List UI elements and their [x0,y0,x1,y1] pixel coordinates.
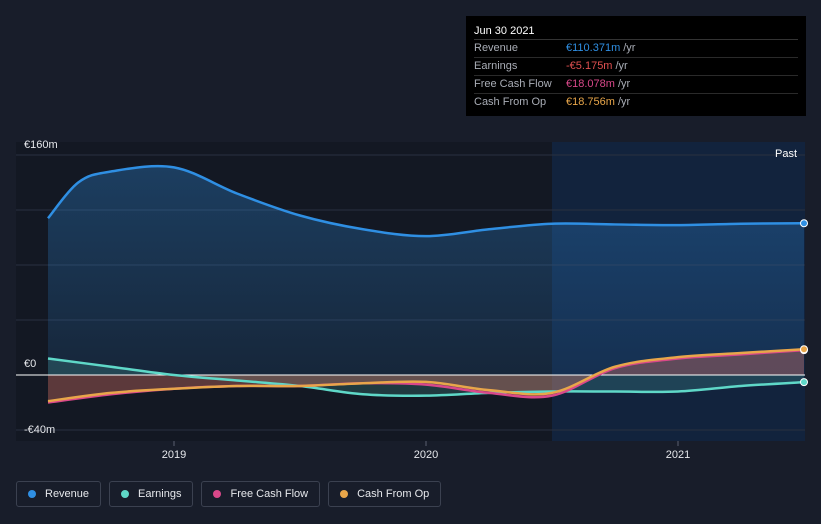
x-axis-tick-labels: 2019 2020 2021 [162,441,690,461]
legend-item-cash-from-op[interactable]: Cash From Op [328,481,442,507]
tooltip-value: €18.756m [566,96,615,108]
series-area-free-cash-flow [48,350,804,403]
legend-item-free-cash-flow[interactable]: Free Cash Flow [201,481,321,507]
tooltip-panel: Jun 30 2021 Revenue €110.371m /yr Earnin… [466,16,806,116]
series-line-revenue [47,164,805,238]
x-tick-label: 2019 [162,449,186,461]
series-area-earnings [48,358,804,396]
legend-label: Revenue [45,488,90,500]
series-end-dot [800,345,808,354]
legend-dot-icon [213,490,222,498]
tooltip-date: Jun 30 2021 [474,22,798,40]
x-tick-label: 2021 [666,449,690,461]
y-tick-label: €160m [24,139,58,151]
y-tick-label: €0 [24,358,36,370]
series-end-dot [800,219,808,228]
legend-dot-icon [121,490,130,498]
series-line-earnings [47,357,805,397]
past-label: Past [775,148,797,160]
tooltip-row-earnings: Earnings -€5.175m /yr [474,58,798,76]
legend-label: Earnings [138,488,182,500]
tooltip-label: Earnings [474,60,518,72]
tooltip-row-cash-from-op: Cash From Op €18.756m /yr [474,94,798,111]
y-axis-tick-labels: €160m €0 -€40m [24,139,58,436]
legend-dot-icon [28,490,36,498]
tooltip-label: Free Cash Flow [474,78,552,90]
legend-label: Free Cash Flow [230,488,309,500]
tooltip-unit: /yr [623,42,636,54]
tooltip-label: Cash From Op [474,96,547,108]
legend-item-earnings[interactable]: Earnings [109,481,194,507]
series-end-dot [800,378,808,387]
tooltip-unit: /yr [617,96,631,108]
y-tick-label: -€40m [24,424,55,436]
legend-dot-icon [340,490,349,498]
series-end-dots [800,219,808,387]
tooltip-value: -€5.175m [566,60,613,72]
series-lines [47,164,805,404]
legend-label: Cash From Op [357,488,430,500]
legend: Revenue Earnings Free Cash Flow Cash Fro… [16,481,442,507]
tooltip-value: €110.371m [566,42,621,54]
tooltip-unit: /yr [615,60,628,72]
tooltip-label: Revenue [474,42,519,54]
series-line-cash-from-op [47,347,805,403]
tooltip-unit: /yr [617,78,631,90]
tooltip-value: €18.078m [566,78,615,90]
x-tick-label: 2020 [414,449,438,461]
tooltip-row-revenue: Revenue €110.371m /yr [474,40,798,58]
legend-item-revenue[interactable]: Revenue [16,481,102,507]
series-area-revenue [48,166,804,375]
tooltip-row-free-cash-flow: Free Cash Flow €18.078m /yr [474,76,798,94]
